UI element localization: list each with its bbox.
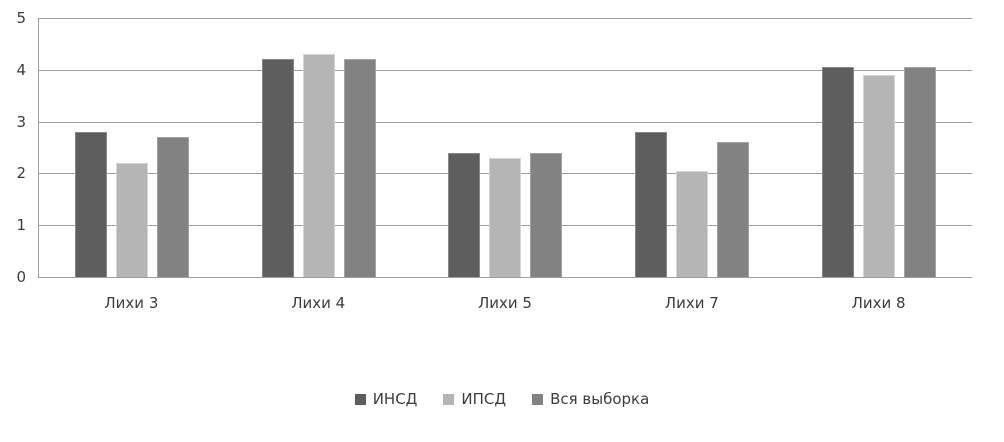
legend-item: Вся выборка <box>532 390 649 408</box>
gridline <box>39 121 972 123</box>
bar-group <box>226 18 413 277</box>
x-category-label: Лихи 8 <box>851 294 906 312</box>
bar-group <box>412 18 599 277</box>
bar-group <box>599 18 786 277</box>
legend-swatch-icon <box>532 393 544 405</box>
bar-group <box>785 18 972 277</box>
bar <box>157 137 190 277</box>
x-category-label: Лихи 4 <box>291 294 346 312</box>
bar <box>635 131 668 277</box>
legend-label: ИПСД <box>461 390 507 408</box>
x-category-label: Лихи 3 <box>104 294 159 312</box>
bar <box>302 54 335 277</box>
y-tick-label: 0 <box>16 268 26 286</box>
bar <box>448 152 481 277</box>
bar <box>530 152 563 277</box>
gridline <box>39 69 972 71</box>
bar <box>903 67 936 277</box>
bar <box>821 67 854 277</box>
bar <box>261 59 294 277</box>
y-tick-label: 5 <box>16 9 26 27</box>
plot-area <box>38 18 972 278</box>
y-tick-label: 4 <box>16 60 26 79</box>
bar <box>343 59 376 277</box>
x-category-label: Лихи 7 <box>664 294 719 312</box>
bar <box>676 170 709 277</box>
y-tick-label: 1 <box>16 216 26 235</box>
legend-item: ИНСД <box>354 390 418 408</box>
bar <box>489 157 522 277</box>
legend-swatch-icon <box>354 393 366 405</box>
gridline <box>39 18 972 19</box>
bar <box>717 142 750 277</box>
legend-label: Вся выборка <box>550 390 650 408</box>
y-tick-label: 3 <box>16 112 26 131</box>
bar <box>862 74 895 277</box>
legend-item: ИПСД <box>443 390 506 408</box>
bar-group <box>39 18 226 277</box>
legend-swatch-icon <box>443 393 455 405</box>
legend-label: ИНСД <box>372 390 418 408</box>
x-axis-labels: Лихи 3 Лихи 4 Лихи 5 Лихи 7 Лихи 8 <box>38 294 972 312</box>
y-tick-label: 2 <box>16 164 26 183</box>
bar <box>116 163 149 277</box>
bar <box>75 131 108 277</box>
legend: ИНСД ИПСД Вся выборка <box>0 390 1004 408</box>
x-category-label: Лихи 5 <box>478 294 532 312</box>
